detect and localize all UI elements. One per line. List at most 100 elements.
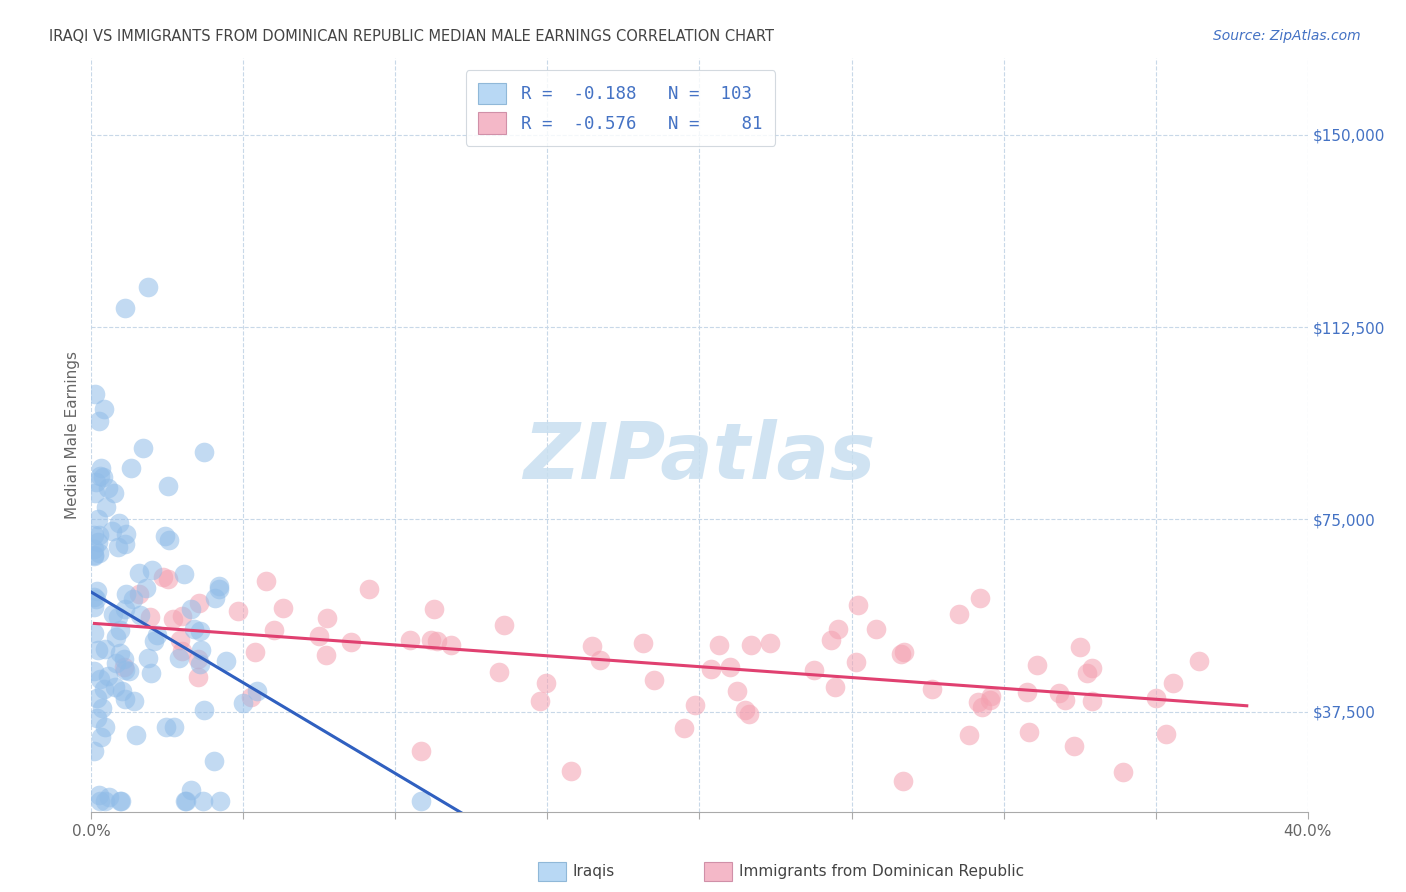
Point (1144, 690, 1167, 705)
Point (208, 579, 231, 593)
Point (101, 524, 124, 538)
Point (136, 279, 159, 293)
Point (420, 632, 443, 647)
Point (399, 632, 422, 647)
Point (173, 794, 195, 808)
Point (114, 663, 136, 677)
Point (725, 684, 748, 698)
Point (316, 611, 339, 625)
Point (170, 609, 193, 624)
Point (111, 684, 134, 698)
Point (1076, 665, 1098, 680)
Point (110, 795, 132, 809)
Point (94, 500, 117, 515)
Point (440, 638, 463, 652)
Point (89, 528, 111, 542)
Point (155, 720, 177, 734)
Point (631, 636, 654, 650)
Point (827, 622, 849, 636)
Point (488, 665, 510, 680)
Point (143, 633, 166, 648)
Point (738, 706, 761, 721)
Point (93, 682, 115, 697)
Point (214, 654, 236, 668)
Point (97, 669, 120, 683)
Point (202, 754, 225, 768)
Point (103, 486, 125, 500)
Point (167, 650, 190, 665)
Point (87, 788, 110, 802)
Point (534, 676, 557, 690)
Point (183, 622, 205, 636)
Point (740, 638, 762, 652)
Point (734, 703, 756, 717)
Point (125, 728, 148, 742)
Point (162, 720, 184, 734)
Text: Immigrants from Dominican Republic: Immigrants from Dominican Republic (740, 864, 1024, 879)
Point (157, 479, 180, 493)
Point (409, 744, 432, 758)
Point (1081, 694, 1104, 708)
Point (89, 673, 111, 687)
Text: Iraqis: Iraqis (574, 864, 616, 879)
Point (824, 680, 846, 694)
Point (176, 795, 198, 809)
Point (246, 683, 269, 698)
Point (969, 591, 991, 605)
Point (340, 635, 363, 649)
Point (529, 694, 551, 708)
Point (91, 701, 114, 715)
Text: IRAQI VS IMMIGRANTS FROM DOMINICAN REPUBLIC MEDIAN MALE EARNINGS CORRELATION CHA: IRAQI VS IMMIGRANTS FROM DOMINICAN REPUB… (49, 29, 775, 44)
Point (114, 536, 136, 550)
Point (1188, 654, 1211, 668)
Point (187, 652, 209, 666)
Point (89, 795, 111, 809)
Point (890, 647, 912, 661)
Point (87, 512, 110, 526)
Point (1081, 661, 1104, 675)
Point (83, 626, 105, 640)
Point (232, 696, 254, 710)
Point (188, 624, 211, 639)
Point (245, 645, 267, 659)
Point (122, 694, 145, 708)
Point (718, 659, 741, 673)
Point (970, 700, 993, 714)
Point (114, 301, 136, 315)
Y-axis label: Median Male Earnings: Median Male Earnings (65, 351, 80, 519)
Point (180, 783, 202, 797)
Point (153, 529, 176, 543)
Point (118, 664, 141, 678)
Point (193, 703, 215, 717)
Point (208, 582, 231, 596)
Point (979, 692, 1001, 706)
Point (83, 528, 105, 542)
Point (263, 623, 285, 637)
Point (758, 635, 780, 649)
Point (820, 632, 842, 647)
Point (980, 690, 1002, 704)
Point (108, 646, 131, 660)
Point (112, 659, 135, 673)
Point (136, 650, 159, 665)
Point (83, 387, 105, 401)
Point (83, 590, 105, 604)
Point (87, 414, 110, 428)
Point (845, 655, 868, 669)
Point (86, 584, 108, 599)
Point (94, 795, 117, 809)
Point (93, 720, 115, 734)
Point (107, 541, 129, 555)
Point (193, 445, 215, 459)
Point (187, 670, 209, 684)
Point (157, 533, 180, 548)
Point (83, 599, 105, 614)
Point (643, 673, 665, 688)
Point (101, 607, 124, 621)
Point (152, 570, 174, 584)
Point (1112, 764, 1135, 779)
Point (83, 548, 105, 562)
Point (846, 599, 869, 613)
Point (803, 663, 825, 677)
Point (1069, 640, 1091, 655)
